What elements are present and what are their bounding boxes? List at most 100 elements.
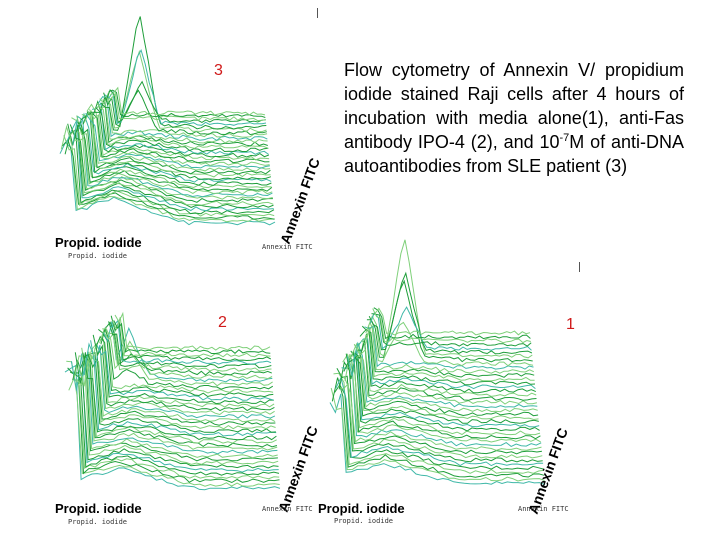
histogram-trace (337, 382, 543, 459)
plot-2 (55, 285, 315, 505)
histogram-trace (77, 121, 272, 186)
histogram-trace (331, 377, 545, 478)
histogram-trace (70, 353, 279, 473)
histogram-trace (335, 376, 544, 467)
histogram-trace (104, 332, 273, 380)
histogram-trace (77, 351, 278, 455)
histogram-trace (344, 353, 541, 436)
histogram-trace (89, 109, 270, 161)
histogram-trace (86, 103, 270, 167)
histogram-trace (359, 326, 536, 386)
plot-1-small-x: Propid. iodide (334, 517, 394, 525)
histogram-trace (90, 111, 269, 158)
histogram-trace (107, 332, 272, 372)
plot-3-number: 3 (214, 62, 223, 79)
histogram-trace (71, 117, 273, 200)
histogram-trace (363, 324, 535, 374)
histogram-trace (83, 342, 277, 437)
histogram-trace (352, 341, 538, 409)
plot-2-small-y: Annexin FITC (262, 505, 313, 513)
histogram-trace (361, 325, 535, 378)
histogram-trace (374, 307, 531, 336)
histogram-trace (345, 353, 540, 432)
histogram-trace (102, 328, 273, 387)
histogram-trace (97, 329, 274, 398)
caption-superscript: -7 (559, 132, 570, 144)
plot-3 (55, 16, 315, 260)
histogram-trace (343, 349, 541, 440)
histogram-trace (66, 360, 280, 487)
histogram-trace (72, 115, 273, 198)
histogram-trace (68, 376, 280, 480)
histogram-trace (366, 279, 533, 363)
histogram-trace (365, 321, 534, 367)
histogram-trace (99, 328, 274, 394)
histogram-trace (87, 354, 276, 426)
plot-1-small-y: Annexin FITC (518, 505, 569, 513)
histogram-trace (340, 373, 542, 451)
histogram-trace (334, 383, 544, 470)
histogram-trace (80, 113, 272, 181)
histogram-trace (113, 320, 271, 354)
histogram-trace (355, 338, 537, 401)
histogram-trace (329, 393, 546, 486)
histogram-trace (350, 350, 539, 417)
histogram-trace (82, 352, 277, 441)
histogram-trace (78, 112, 272, 183)
histogram-trace (90, 340, 276, 419)
histogram-trace (59, 141, 276, 226)
histogram-trace (78, 351, 278, 451)
histogram-trace (114, 311, 271, 351)
plot-3-surface (59, 16, 276, 226)
histogram-trace (371, 313, 532, 347)
histogram-trace (109, 86, 266, 116)
plot-2-number: 2 (218, 314, 227, 331)
plot-3-propid-label: Propid. iodide (55, 235, 142, 250)
axis-tick (579, 262, 580, 272)
plot-1-surface (329, 239, 546, 486)
histogram-trace (98, 95, 268, 142)
histogram-trace (96, 102, 268, 144)
histogram-trace (103, 16, 267, 130)
histogram-trace (353, 343, 537, 405)
histogram-trace (96, 345, 274, 401)
plot-2-small-x: Propid. iodide (68, 518, 128, 526)
plot-2-propid-label: Propid. iodide (55, 501, 142, 516)
histogram-trace (103, 321, 273, 383)
histogram-trace (108, 321, 272, 369)
histogram-trace (73, 136, 273, 195)
histogram-trace (67, 367, 280, 484)
histogram-trace (357, 333, 536, 394)
histogram-trace (358, 338, 536, 390)
caption-text-after: M of anti-DNA autoantibodies from SLE pa… (344, 132, 684, 176)
histogram-trace (83, 110, 271, 172)
plot-1-propid-label: Propid. iodide (318, 501, 405, 516)
histogram-trace (82, 111, 271, 175)
histogram-trace (108, 89, 266, 118)
histogram-trace (368, 271, 533, 355)
histogram-trace (76, 354, 278, 459)
histogram-trace (373, 307, 531, 340)
histogram-trace (64, 364, 281, 491)
histogram-trace (86, 342, 276, 430)
histogram-trace (73, 355, 279, 465)
axis-tick (317, 8, 318, 18)
histogram-trace (92, 334, 275, 412)
histogram-trace (342, 353, 542, 443)
plot-1 (320, 239, 580, 500)
histogram-trace (85, 352, 276, 433)
histogram-trace (89, 353, 276, 423)
histogram-trace (349, 342, 539, 421)
plot-2-surface (64, 311, 281, 491)
histogram-trace (104, 48, 267, 126)
histogram-trace (74, 119, 273, 192)
histogram-trace (68, 130, 274, 206)
plot-3-small-y: Annexin FITC (262, 243, 313, 251)
histogram-trace (336, 368, 543, 463)
histogram-trace (76, 115, 272, 189)
histogram-trace (356, 348, 537, 397)
histogram-trace (94, 105, 269, 149)
histogram-trace (109, 319, 272, 365)
histogram-trace (372, 308, 531, 344)
histogram-trace (364, 325, 534, 370)
